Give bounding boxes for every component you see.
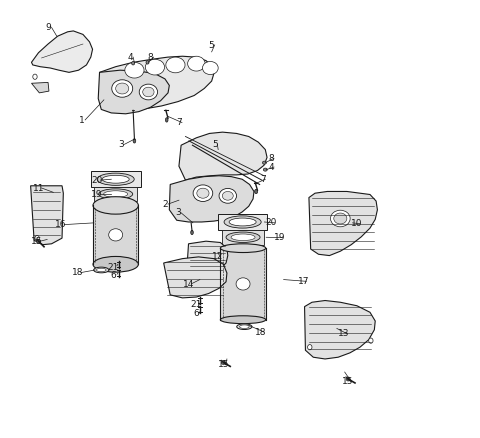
Ellipse shape [264,169,267,172]
Ellipse shape [96,268,106,272]
Text: 1: 1 [79,115,85,124]
Ellipse shape [139,85,157,101]
Ellipse shape [222,192,233,201]
Text: 15: 15 [31,236,43,245]
Polygon shape [222,230,264,245]
Polygon shape [305,301,375,359]
Ellipse shape [237,324,252,330]
Ellipse shape [143,88,154,98]
Ellipse shape [220,244,266,253]
Ellipse shape [132,62,135,66]
Polygon shape [220,249,266,320]
Ellipse shape [93,257,138,272]
Ellipse shape [94,268,109,273]
Ellipse shape [193,185,213,202]
Text: 2: 2 [162,199,168,208]
Text: 5: 5 [209,40,215,49]
Text: 20: 20 [91,175,103,184]
Polygon shape [93,206,138,265]
Ellipse shape [308,345,312,350]
Text: 6: 6 [110,270,116,279]
Text: 5: 5 [212,140,217,148]
Text: 12: 12 [212,251,223,261]
Polygon shape [31,186,63,245]
Text: 6: 6 [193,308,199,317]
Polygon shape [98,71,169,115]
Polygon shape [32,83,49,94]
Text: 20: 20 [266,218,277,227]
Ellipse shape [36,240,40,244]
Text: 3: 3 [175,208,181,217]
Ellipse shape [145,60,165,76]
Polygon shape [169,177,254,223]
Ellipse shape [125,63,144,79]
Text: 19: 19 [274,233,285,242]
Polygon shape [91,172,141,187]
Text: 18: 18 [255,327,267,336]
Ellipse shape [224,216,261,229]
Ellipse shape [188,57,205,72]
Ellipse shape [263,162,266,165]
Ellipse shape [203,62,218,75]
Text: 19: 19 [91,189,103,198]
Ellipse shape [112,81,132,98]
Ellipse shape [219,189,237,204]
Text: 16: 16 [55,220,67,229]
Ellipse shape [133,139,136,144]
Text: 4: 4 [269,162,274,171]
Text: 15: 15 [342,376,354,385]
Ellipse shape [97,174,134,186]
Ellipse shape [33,75,37,80]
Polygon shape [179,133,267,181]
Ellipse shape [99,189,132,200]
Ellipse shape [166,118,168,123]
Text: 21: 21 [108,262,119,272]
Text: 11: 11 [33,183,44,192]
Ellipse shape [220,316,266,324]
Text: 21: 21 [191,300,202,308]
Ellipse shape [221,360,226,364]
Ellipse shape [104,191,128,198]
Ellipse shape [146,61,149,65]
Ellipse shape [334,214,347,224]
Text: 10: 10 [351,219,363,228]
Text: 3: 3 [119,140,124,148]
Ellipse shape [191,231,193,235]
Ellipse shape [226,233,260,243]
Text: 13: 13 [338,328,349,338]
Ellipse shape [116,84,129,95]
Ellipse shape [108,229,123,241]
Text: 17: 17 [298,276,309,285]
Polygon shape [218,215,267,230]
Text: 14: 14 [183,279,194,288]
Ellipse shape [229,219,256,226]
Ellipse shape [93,197,138,215]
Ellipse shape [102,176,129,184]
Ellipse shape [35,236,39,241]
Ellipse shape [240,325,249,328]
Ellipse shape [331,211,350,227]
Ellipse shape [236,278,250,290]
Polygon shape [99,57,214,110]
Ellipse shape [346,377,350,381]
Ellipse shape [369,338,373,343]
Text: 18: 18 [72,268,84,276]
Polygon shape [309,192,377,256]
Text: 7: 7 [176,118,182,127]
Text: 15: 15 [217,359,229,368]
Ellipse shape [231,234,255,241]
Polygon shape [94,187,137,201]
Ellipse shape [197,189,209,199]
Polygon shape [164,257,227,298]
Text: 8: 8 [148,53,154,62]
Text: 9: 9 [45,23,51,32]
Text: 8: 8 [268,154,274,162]
Text: 7: 7 [260,174,265,184]
Polygon shape [187,242,228,275]
Polygon shape [32,32,93,73]
Ellipse shape [254,190,258,194]
Ellipse shape [166,58,185,74]
Text: 4: 4 [127,53,133,62]
